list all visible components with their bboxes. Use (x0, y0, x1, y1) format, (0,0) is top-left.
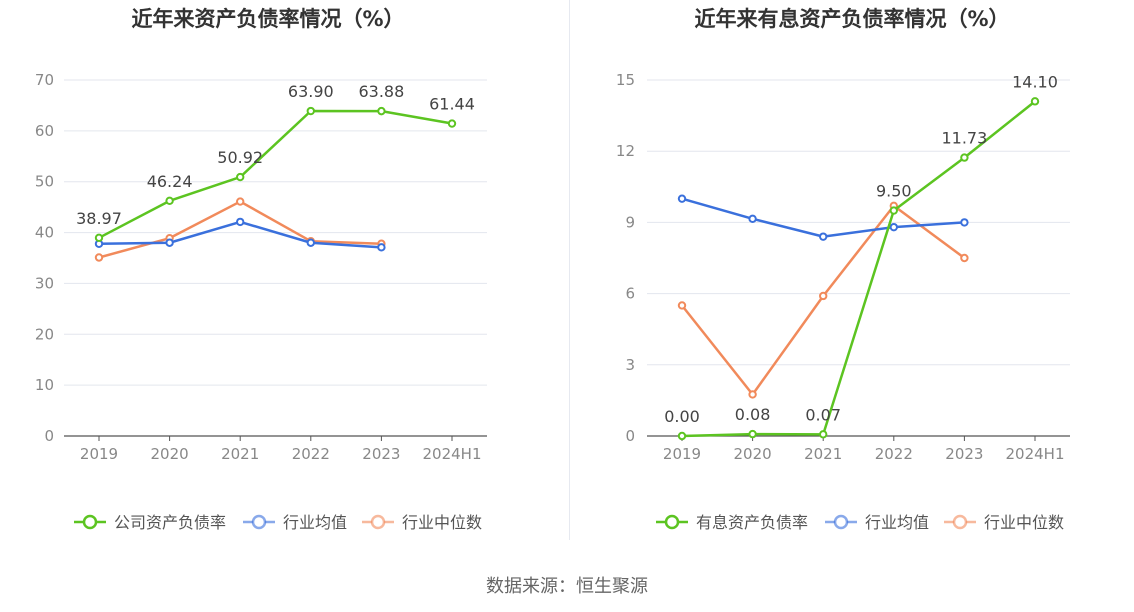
legend-label: 行业中位数 (984, 513, 1064, 532)
legend-item[interactable]: 行业均值 (825, 513, 929, 532)
data-label: 50.92 (217, 148, 263, 167)
series-line (681, 100, 1036, 438)
x-tick-label: 2022 (875, 445, 913, 463)
legend-marker (833, 514, 849, 530)
data-point (889, 222, 898, 232)
data-label: 11.73 (941, 129, 987, 148)
x-tick-label: 2023 (362, 445, 400, 463)
x-tick-label: 2021 (221, 445, 259, 463)
x-tick-label: 2019 (80, 445, 118, 463)
y-tick-label: 12 (616, 142, 635, 160)
data-point (960, 253, 969, 263)
y-tick-label: 3 (625, 356, 635, 374)
y-tick-label: 60 (35, 122, 54, 140)
x-tick-label: 2022 (292, 445, 330, 463)
data-point (748, 390, 757, 399)
x-tick-label: 2020 (151, 445, 189, 463)
data-point (889, 206, 898, 215)
data-label: 9.50 (876, 182, 912, 201)
data-point (748, 429, 757, 439)
y-tick-label: 30 (35, 274, 54, 292)
data-point (819, 430, 828, 439)
data-point (236, 172, 245, 182)
data-point (447, 119, 457, 128)
data-point (377, 243, 386, 252)
x-tick-label: 2019 (663, 445, 701, 463)
data-point (677, 431, 687, 441)
data-label: 63.90 (288, 82, 334, 101)
y-tick-label: 50 (35, 173, 54, 191)
legend-item[interactable]: 行业中位数 (944, 513, 1064, 532)
x-tick-label: 2023 (945, 445, 983, 463)
legend-label: 行业均值 (283, 513, 347, 532)
legend-item[interactable]: 有息资产负债率 (656, 513, 808, 532)
legend-marker (664, 514, 680, 530)
legend-item[interactable]: 行业中位数 (362, 513, 482, 532)
data-point (165, 196, 174, 206)
data-label: 46.24 (147, 172, 193, 191)
legend-marker (952, 514, 968, 530)
data-point (165, 238, 174, 247)
x-tick-label: 2024H1 (1006, 445, 1065, 463)
legend-item[interactable]: 行业均值 (243, 513, 347, 532)
legend-item[interactable]: 公司资产负债率 (74, 513, 226, 532)
legend-marker (370, 514, 386, 530)
data-label: 38.97 (76, 209, 122, 228)
y-tick-label: 0 (625, 427, 635, 445)
data-point (677, 301, 687, 310)
data-point (236, 217, 245, 227)
series-line (98, 109, 453, 239)
data-point (819, 232, 828, 241)
data-label: 63.88 (358, 82, 404, 101)
y-tick-label: 70 (35, 71, 54, 89)
data-point (960, 153, 969, 162)
data-source-footer: 数据来源：恒生聚源 (486, 576, 648, 597)
y-tick-label: 40 (35, 224, 54, 242)
legend-label: 行业中位数 (402, 513, 482, 532)
data-point (748, 214, 757, 224)
data-label: 0.08 (735, 405, 771, 424)
y-tick-label: 10 (35, 376, 54, 394)
chart-title: 近年来有息资产负债率情况（%） (694, 7, 1009, 31)
y-tick-label: 6 (625, 285, 635, 303)
x-tick-label: 2020 (734, 445, 772, 463)
data-point (236, 197, 245, 206)
legend-label: 有息资产负债率 (696, 513, 808, 532)
x-tick-label: 2024H1 (423, 445, 482, 463)
y-tick-label: 9 (625, 213, 635, 231)
y-tick-label: 0 (44, 427, 54, 445)
data-point (377, 106, 386, 116)
data-point (306, 238, 315, 247)
data-point (960, 218, 969, 227)
chart-title: 近年来资产负债率情况（%） (131, 7, 404, 31)
interest-bearing-debt-ratio-chart: 近年来有息资产负债率情况（%） 0 3 6 9 12 15 2019 2020 2021 2022 2… (616, 7, 1070, 532)
data-point (94, 233, 104, 243)
y-tick-label: 15 (616, 71, 635, 89)
data-label: 61.44 (429, 95, 475, 114)
data-label: 0.07 (805, 405, 841, 424)
series-line (681, 197, 965, 238)
data-label: 0.00 (664, 407, 700, 426)
x-tick-label: 2021 (804, 445, 842, 463)
legend-label: 行业均值 (865, 513, 929, 532)
series-line (98, 200, 382, 259)
data-point (94, 253, 104, 262)
legend-marker (251, 514, 267, 530)
y-tick-label: 20 (35, 325, 54, 343)
data-point (1030, 97, 1040, 106)
data-label: 14.10 (1012, 72, 1058, 91)
data-point (819, 291, 828, 301)
legend-label: 公司资产负债率 (114, 513, 226, 532)
legend-marker (82, 514, 98, 530)
data-point (306, 106, 315, 116)
data-point (677, 194, 687, 203)
debt-ratio-chart: 近年来资产负债率情况（%） 0 10 20 30 40 50 60 70 2019 2020 2021… (35, 7, 487, 532)
chart-divider (569, 0, 570, 540)
